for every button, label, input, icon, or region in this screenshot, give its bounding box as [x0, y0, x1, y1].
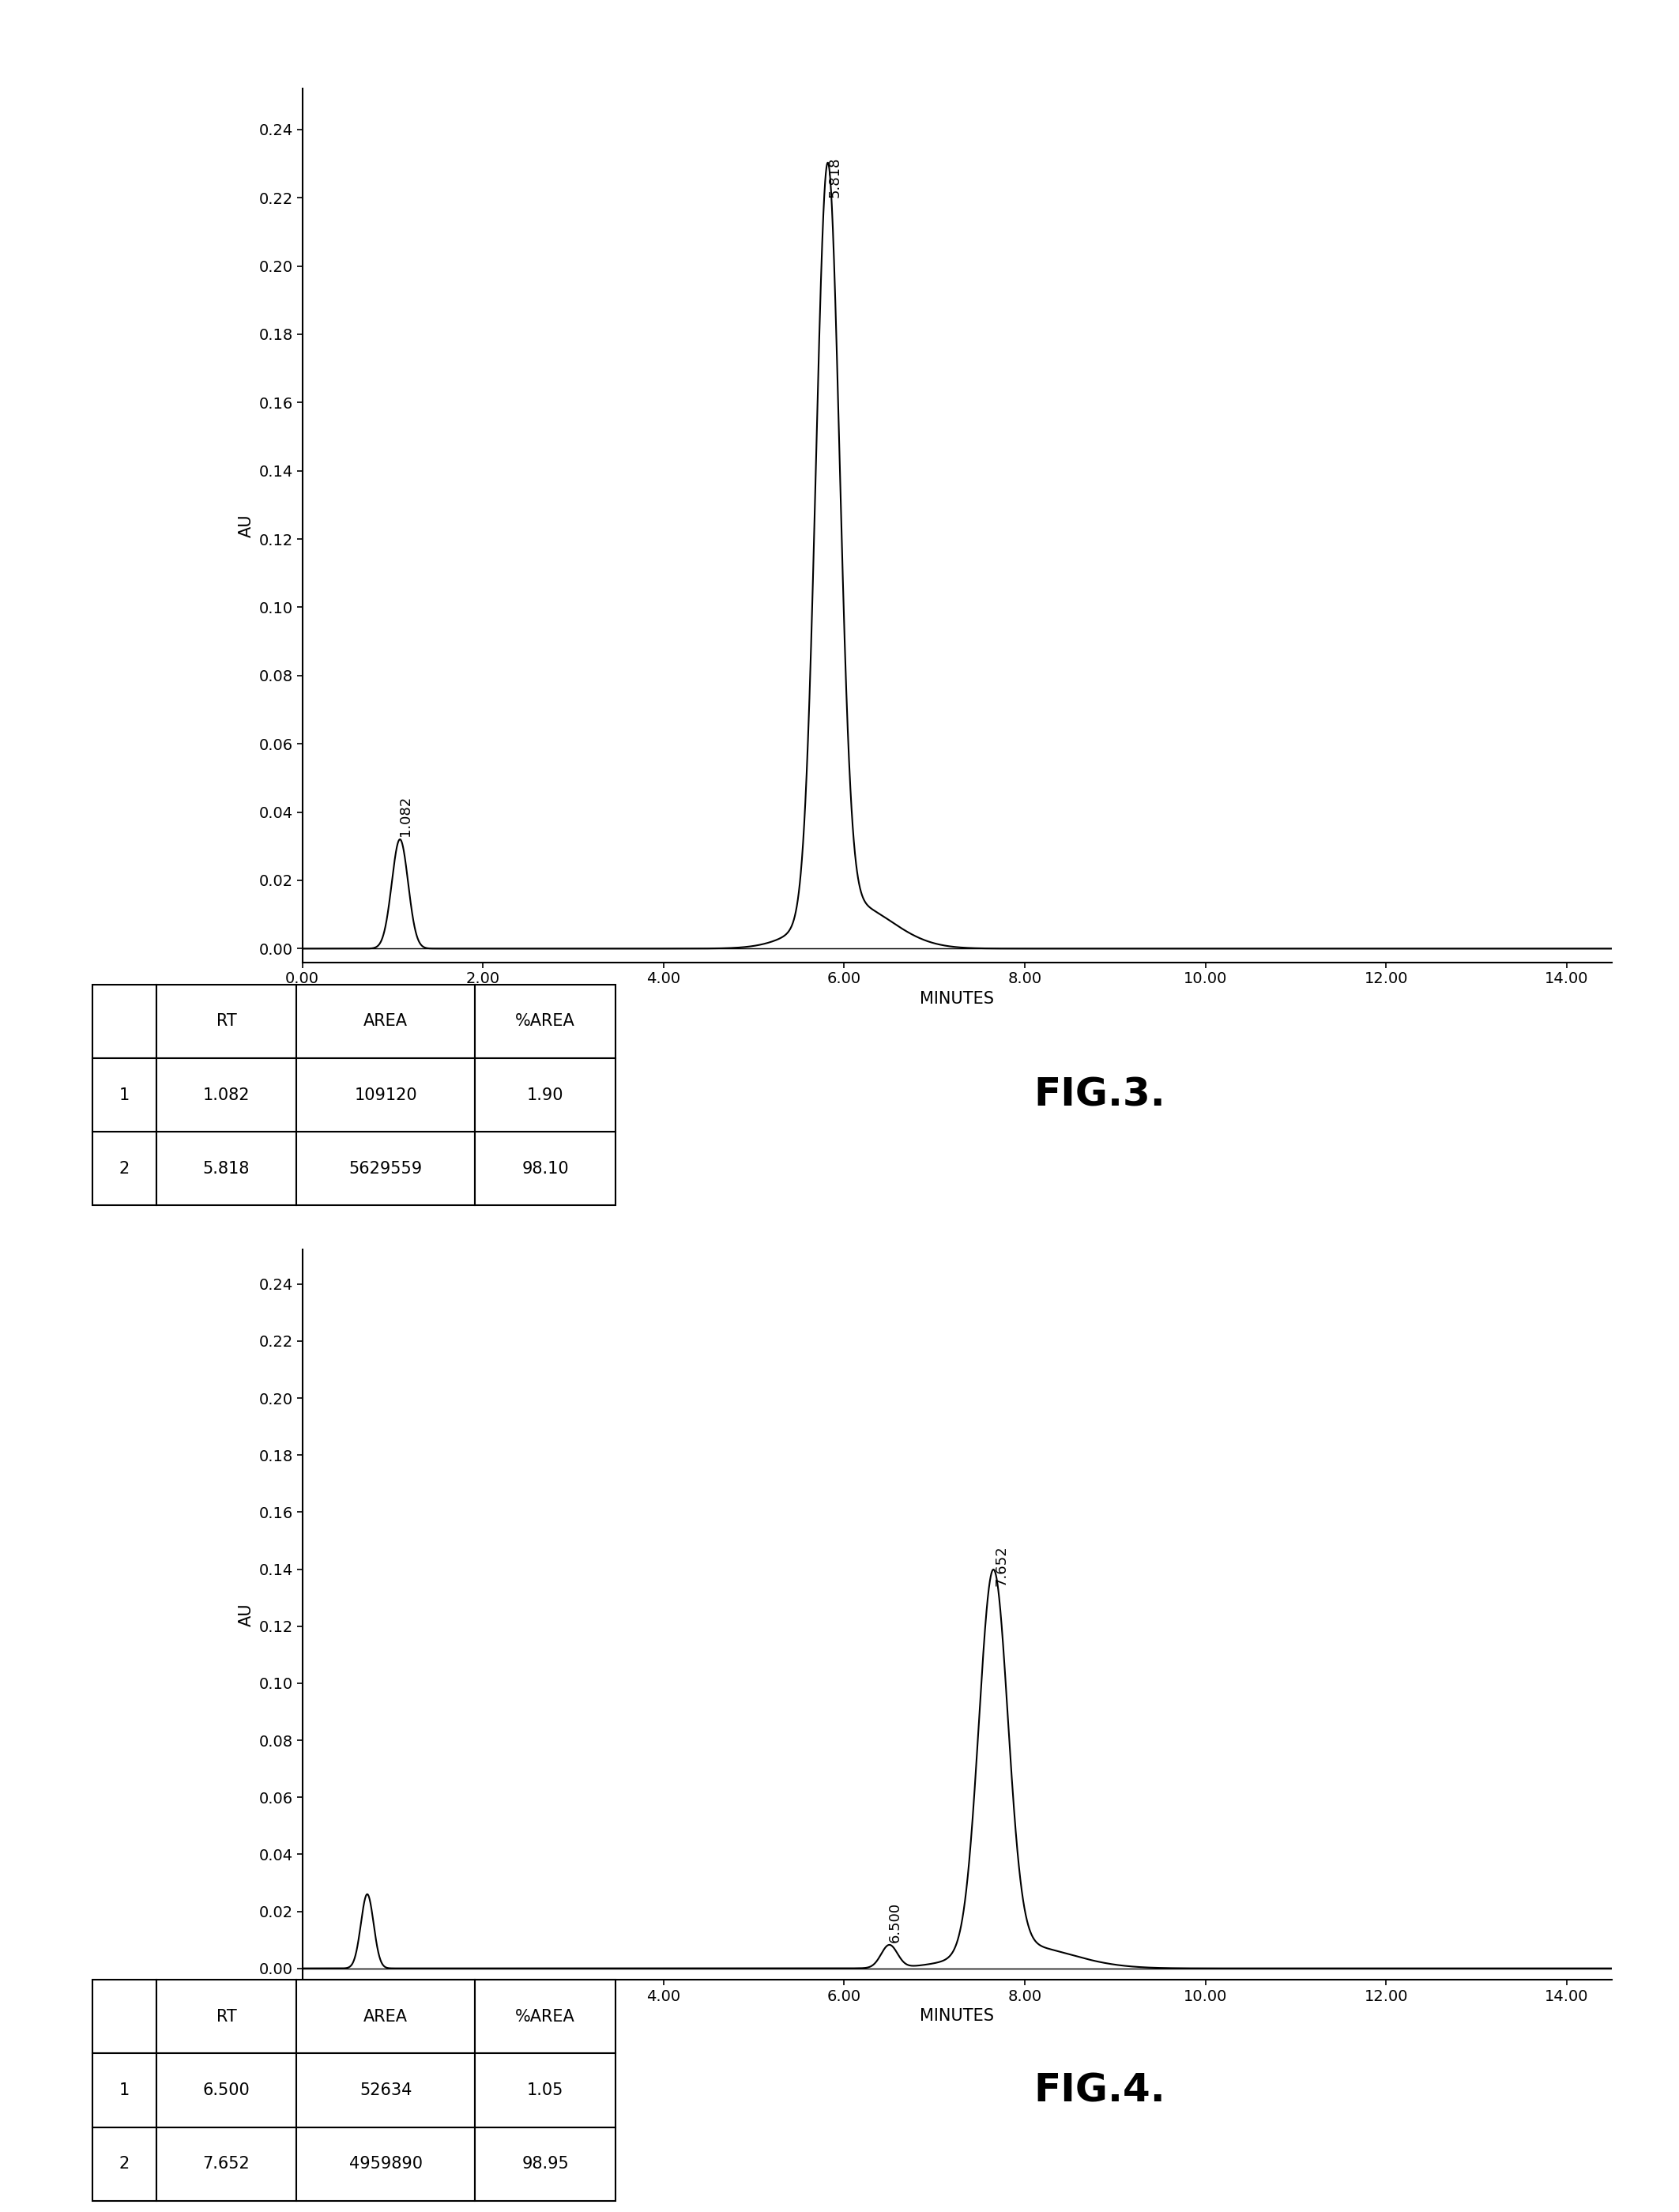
Text: 2: 2 — [119, 1161, 129, 1177]
Bar — [297, 1057, 475, 1133]
Text: 7.652: 7.652 — [994, 1546, 1009, 1586]
Bar — [156, 1980, 297, 2053]
Bar — [92, 2053, 156, 2128]
Bar — [156, 984, 297, 1057]
Bar — [92, 1980, 156, 2053]
Bar — [475, 1133, 616, 1206]
X-axis label: MINUTES: MINUTES — [920, 991, 994, 1006]
Text: 7.652: 7.652 — [203, 2157, 250, 2172]
Bar — [156, 2128, 297, 2201]
Text: 5629559: 5629559 — [349, 1161, 423, 1177]
Text: 1: 1 — [119, 1086, 129, 1104]
Text: FIG.4.: FIG.4. — [1034, 2070, 1165, 2110]
Text: 6.500: 6.500 — [203, 2081, 250, 2099]
Text: 98.95: 98.95 — [522, 2157, 569, 2172]
X-axis label: MINUTES: MINUTES — [920, 2008, 994, 2024]
Text: RT: RT — [217, 1013, 237, 1029]
Bar — [92, 1057, 156, 1133]
Text: 1.90: 1.90 — [527, 1086, 564, 1104]
Text: AREA: AREA — [364, 1013, 408, 1029]
Text: 1.082: 1.082 — [398, 796, 413, 836]
Bar — [297, 984, 475, 1057]
Bar — [297, 2053, 475, 2128]
Text: 1.05: 1.05 — [527, 2081, 564, 2099]
Bar — [475, 1057, 616, 1133]
Bar — [297, 1133, 475, 1206]
Bar — [156, 2053, 297, 2128]
Bar — [475, 2128, 616, 2201]
Text: %AREA: %AREA — [515, 2008, 576, 2024]
Text: AREA: AREA — [364, 2008, 408, 2024]
Text: 5.818: 5.818 — [203, 1161, 250, 1177]
Text: 52634: 52634 — [359, 2081, 411, 2099]
Text: 1.082: 1.082 — [203, 1086, 250, 1104]
Text: 109120: 109120 — [354, 1086, 418, 1104]
Bar — [475, 1980, 616, 2053]
Y-axis label: AU: AU — [238, 1604, 254, 1626]
Text: RT: RT — [217, 2008, 237, 2024]
Bar — [92, 2128, 156, 2201]
Text: 4959890: 4959890 — [349, 2157, 423, 2172]
Text: 98.10: 98.10 — [522, 1161, 569, 1177]
Bar — [297, 1980, 475, 2053]
Bar — [92, 984, 156, 1057]
Bar — [92, 1133, 156, 1206]
Bar — [156, 1133, 297, 1206]
Bar — [156, 1057, 297, 1133]
Y-axis label: AU: AU — [238, 513, 254, 538]
Text: 1: 1 — [119, 2081, 129, 2099]
Bar — [475, 984, 616, 1057]
Text: 5.818: 5.818 — [828, 157, 843, 197]
Bar — [297, 2128, 475, 2201]
Text: %AREA: %AREA — [515, 1013, 576, 1029]
Bar — [475, 2053, 616, 2128]
Text: 2: 2 — [119, 2157, 129, 2172]
Text: FIG.3.: FIG.3. — [1034, 1075, 1165, 1115]
Text: 6.500: 6.500 — [888, 1902, 902, 1942]
